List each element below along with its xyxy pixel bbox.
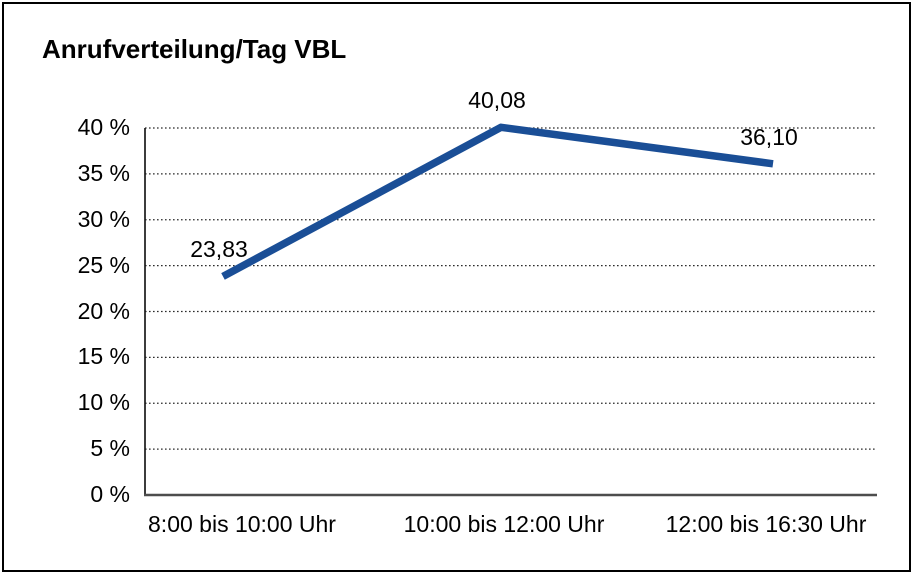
y-axis-tick-label: 20 %	[77, 297, 130, 324]
y-axis-tick-label: 15 %	[77, 343, 130, 370]
gridlines	[145, 127, 877, 450]
x-axis-category-label: 12:00 bis 16:30 Uhr	[665, 511, 867, 537]
y-axis-tick-label: 30 %	[77, 205, 130, 232]
y-axis-tick-label: 10 %	[77, 389, 130, 416]
y-axis-tick-label: 40 %	[77, 114, 130, 140]
x-axis-category-label: 8:00 bis 10:00 Uhr	[148, 511, 336, 537]
line-chart-plot-area	[144, 123, 877, 497]
data-point-label: 36,10	[740, 123, 798, 150]
data-point-label: 23,83	[190, 236, 248, 263]
x-axis-category-label: 10:00 bis 12:00 Uhr	[403, 511, 605, 537]
y-axis-tick-label: 25 %	[77, 251, 130, 278]
y-axis-tick-label: 0 %	[90, 481, 130, 507]
y-axis-tick-label: 35 %	[77, 159, 130, 186]
axes	[144, 128, 877, 497]
data-line-series	[221, 123, 774, 280]
data-point-label: 40,08	[468, 87, 526, 114]
y-axis-tick-label: 5 %	[90, 435, 130, 462]
chart-title: Anrufverteilung/Tag VBL	[42, 34, 347, 64]
